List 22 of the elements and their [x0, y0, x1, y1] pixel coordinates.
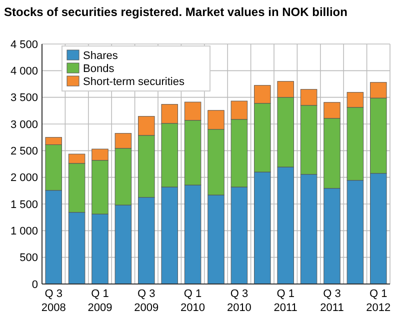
y-tick-label: 2 500: [10, 146, 38, 158]
x-tick-label: Q 1 2009: [88, 288, 112, 314]
y-tick-label: 500: [20, 252, 38, 264]
chart-title: Stocks of securities registered. Market values in NOK billion: [4, 5, 348, 19]
x-tick-label: Q 3 2010: [226, 288, 252, 314]
y-tick-label: 0: [32, 278, 38, 291]
x-tick-label: Q 1 2010: [180, 288, 206, 314]
x-tick-label: Q 1 2011: [274, 288, 298, 314]
y-tick-label: 3 000: [10, 118, 38, 131]
legend-label: Short-term securities: [83, 76, 185, 88]
y-tick-label: 4 500: [10, 38, 38, 51]
y-tick-label: 1 500: [10, 198, 38, 211]
y-tick-label: 2 000: [10, 172, 38, 184]
x-tick-label: Q 3 2008: [41, 288, 66, 314]
x-tick-label: Q 3 2009: [134, 288, 159, 314]
y-tick-label: 1 000: [10, 226, 38, 238]
legend-label: Bonds: [83, 63, 115, 75]
x-tick-label: Q 1 2012: [366, 288, 391, 314]
y-tick-label: 3 500: [10, 92, 38, 104]
y-tick-label: 4 000: [10, 66, 38, 78]
x-tick-label: Q 3 2011: [320, 288, 344, 314]
legend-label: Shares: [83, 50, 118, 62]
